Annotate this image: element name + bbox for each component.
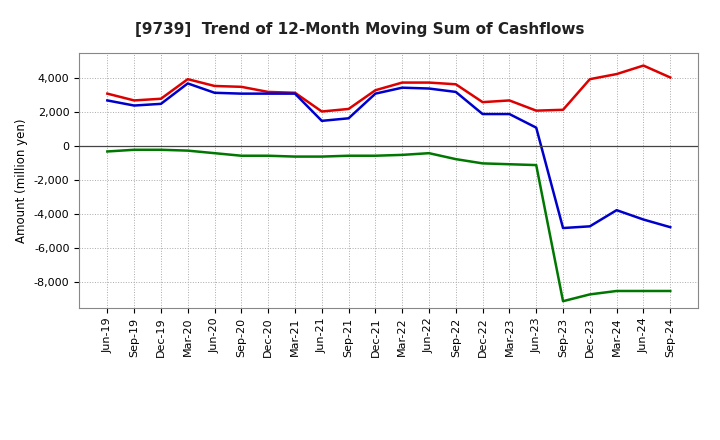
Line: Free Cashflow: Free Cashflow [107,84,670,228]
Line: Investing Cashflow: Investing Cashflow [107,150,670,301]
Investing Cashflow [103,149,112,154]
Free Cashflow [398,85,407,90]
Investing Cashflow [318,154,326,159]
Free Cashflow [157,101,166,106]
Investing Cashflow [451,157,460,162]
Free Cashflow [291,91,300,96]
Free Cashflow [344,116,353,121]
Investing Cashflow [585,292,594,297]
Investing Cashflow [344,153,353,158]
Operating Cashflow [210,83,219,88]
Free Cashflow [532,125,541,130]
Operating Cashflow [237,84,246,89]
Free Cashflow [612,208,621,213]
Free Cashflow [210,90,219,95]
Operating Cashflow [157,96,166,101]
Investing Cashflow [532,162,541,168]
Operating Cashflow [264,89,272,95]
Operating Cashflow [318,109,326,114]
Investing Cashflow [371,153,379,158]
Free Cashflow [425,86,433,91]
Y-axis label: Amount (million yen): Amount (million yen) [15,118,28,242]
Line: Operating Cashflow: Operating Cashflow [107,66,670,111]
Operating Cashflow [505,98,514,103]
Investing Cashflow [505,161,514,167]
Free Cashflow [264,91,272,96]
Operating Cashflow [585,77,594,82]
Free Cashflow [559,225,567,231]
Investing Cashflow [291,154,300,159]
Operating Cashflow [184,77,192,82]
Investing Cashflow [666,288,675,293]
Investing Cashflow [184,148,192,153]
Free Cashflow [451,89,460,95]
Free Cashflow [103,98,112,103]
Free Cashflow [318,118,326,124]
Operating Cashflow [425,80,433,85]
Investing Cashflow [264,153,272,158]
Free Cashflow [130,103,138,108]
Free Cashflow [505,111,514,117]
Operating Cashflow [103,91,112,96]
Operating Cashflow [451,82,460,87]
Operating Cashflow [559,107,567,113]
Text: [9739]  Trend of 12-Month Moving Sum of Cashflows: [9739] Trend of 12-Month Moving Sum of C… [135,22,585,37]
Investing Cashflow [237,153,246,158]
Operating Cashflow [344,106,353,112]
Free Cashflow [585,224,594,229]
Investing Cashflow [398,152,407,158]
Operating Cashflow [532,108,541,113]
Operating Cashflow [371,88,379,93]
Operating Cashflow [612,71,621,77]
Operating Cashflow [478,99,487,105]
Investing Cashflow [639,288,648,293]
Investing Cashflow [130,147,138,152]
Free Cashflow [371,91,379,96]
Free Cashflow [184,81,192,86]
Operating Cashflow [639,63,648,68]
Operating Cashflow [130,98,138,103]
Operating Cashflow [666,75,675,80]
Free Cashflow [237,91,246,96]
Investing Cashflow [478,161,487,166]
Free Cashflow [666,224,675,230]
Operating Cashflow [291,90,300,95]
Investing Cashflow [425,150,433,156]
Operating Cashflow [398,80,407,85]
Investing Cashflow [559,299,567,304]
Investing Cashflow [612,288,621,293]
Investing Cashflow [210,150,219,156]
Free Cashflow [478,111,487,117]
Investing Cashflow [157,147,166,152]
Free Cashflow [639,217,648,222]
